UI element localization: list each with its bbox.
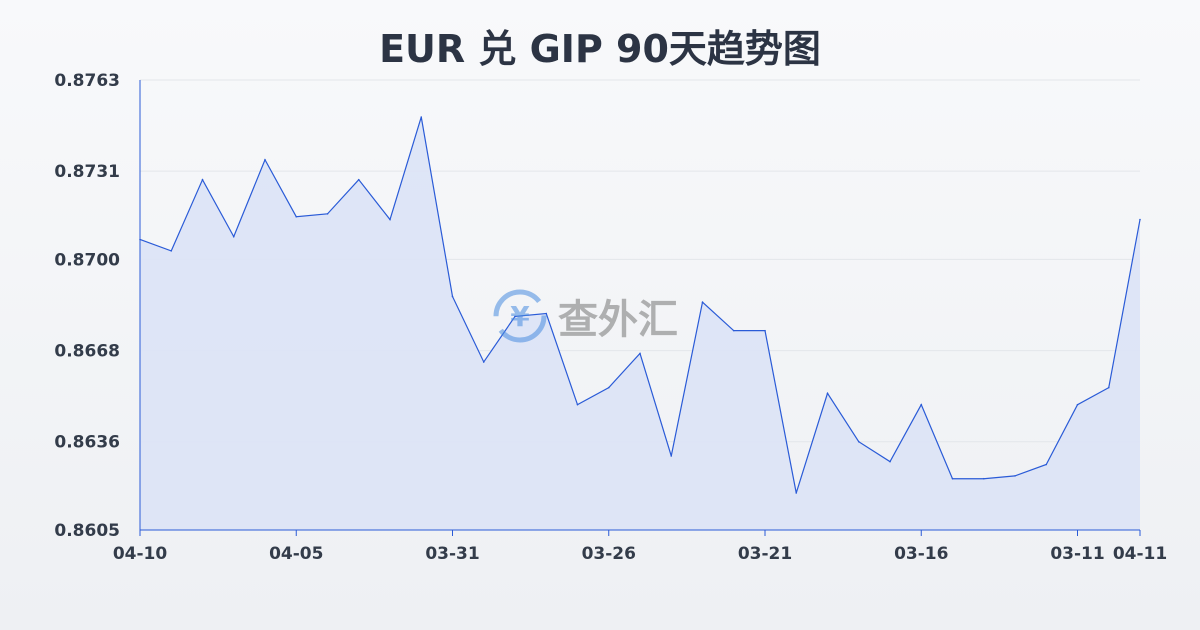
- y-tick-label: 0.8668: [54, 342, 120, 362]
- x-tick-label: 03-31: [425, 544, 479, 564]
- data-point: [576, 403, 579, 406]
- data-point: [1107, 386, 1110, 389]
- data-point: [920, 403, 923, 406]
- x-tick-label: 04-05: [269, 544, 323, 564]
- data-point: [451, 295, 454, 298]
- x-tick-label: 04-11: [1113, 544, 1167, 564]
- data-point: [857, 440, 860, 443]
- y-tick-label: 0.8763: [54, 71, 120, 91]
- data-point: [1139, 218, 1141, 221]
- data-point: [701, 301, 704, 303]
- exchange-icon: ¥: [493, 289, 547, 343]
- data-point: [607, 386, 610, 389]
- data-point: [201, 178, 204, 181]
- data-point: [357, 178, 360, 181]
- svg-text:¥: ¥: [510, 300, 530, 333]
- data-point: [264, 158, 266, 161]
- data-point: [795, 492, 798, 494]
- data-point: [295, 215, 298, 218]
- watermark-text: 查外汇: [558, 297, 678, 343]
- data-point: [514, 315, 516, 318]
- data-point: [482, 361, 485, 363]
- data-point: [639, 352, 641, 355]
- x-tick-label: 03-26: [582, 544, 636, 564]
- x-tick-label: 03-16: [894, 544, 948, 564]
- data-point: [982, 477, 985, 480]
- chart-title: EUR 兑 GIP 90天趋势图: [379, 27, 821, 71]
- data-point: [326, 213, 329, 215]
- data-point: [545, 312, 548, 315]
- y-tick-label: 0.8700: [54, 250, 120, 270]
- data-point: [170, 250, 173, 252]
- data-point: [389, 218, 391, 221]
- y-tick-label: 0.8605: [54, 521, 120, 541]
- data-point: [1076, 403, 1079, 406]
- data-point: [1014, 475, 1016, 477]
- x-tick-label: 03-11: [1050, 544, 1104, 564]
- data-point: [670, 455, 673, 457]
- data-point: [420, 116, 423, 118]
- data-point: [732, 329, 735, 332]
- x-tick-label: 04-10: [113, 544, 168, 564]
- y-tick-label: 0.8731: [54, 162, 120, 182]
- watermark-logo: ¥ 查外汇: [490, 286, 678, 346]
- data-point: [232, 235, 235, 238]
- data-point: [889, 460, 891, 463]
- x-tick-label: 03-21: [738, 544, 792, 564]
- data-point: [826, 392, 829, 395]
- data-point: [764, 329, 766, 332]
- data-point: [1045, 463, 1048, 466]
- y-tick-label: 0.8636: [54, 433, 120, 453]
- data-point: [951, 477, 954, 480]
